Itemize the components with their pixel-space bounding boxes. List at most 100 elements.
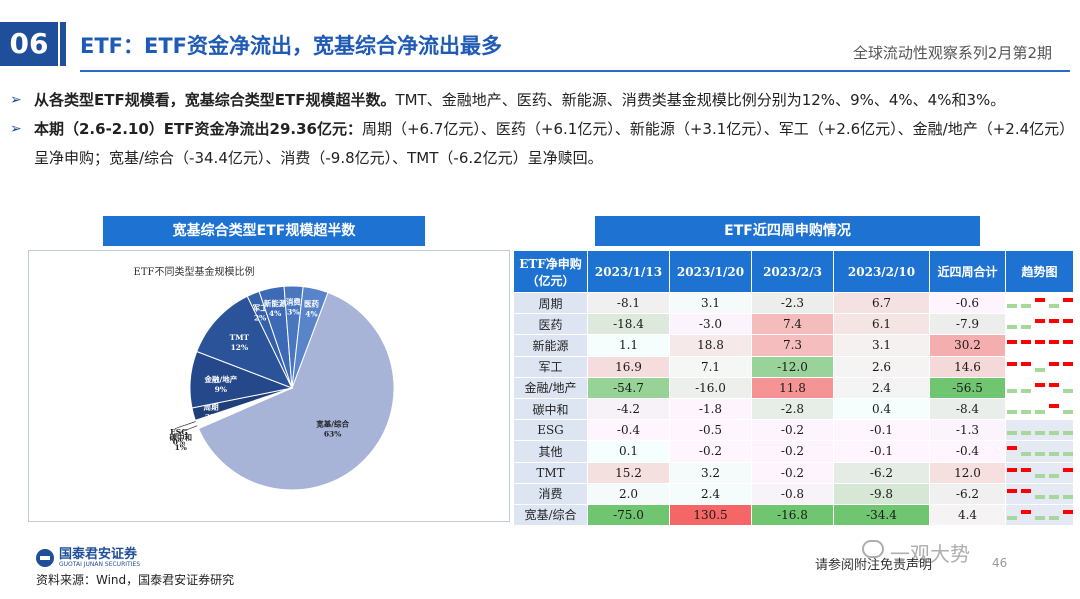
pie-slice: [291, 286, 329, 389]
row-label: 周期: [513, 291, 588, 315]
trend-bar: [1020, 388, 1031, 393]
logo-english: GUOTAI JUNAN SECURITIES: [59, 561, 141, 568]
trend-cell: [1005, 313, 1074, 336]
table-cell: 2.6: [833, 355, 930, 378]
col-header-date: 2023/1/20: [669, 250, 752, 293]
table-cell: 2.0: [587, 482, 670, 505]
bullet-1: ➢ 从各类型ETF规模看，宽基综合类型ETF规模超半数。TMT、金融地产、医药、…: [10, 86, 1070, 115]
table-cell: -0.2: [751, 440, 834, 463]
table-row: 消费 2.0 2.4 -0.8 -9.8 -6.2: [513, 482, 1074, 505]
table-row: TMT 15.2 3.2 -0.2 -6.2 12.0: [513, 461, 1074, 484]
trend-bar: [1034, 452, 1045, 457]
table-cell: -8.4: [929, 397, 1006, 421]
slide-header: 06 ETF：ETF资金净流出，宽基综合净流出最多 全球流动性观察系列2月第2期: [0, 0, 1080, 74]
trend-bar: [1006, 467, 1017, 472]
trend-cell: [1005, 482, 1074, 505]
pie-slice-label: TMT: [230, 333, 250, 342]
pie-slice-label: 医药: [304, 299, 319, 309]
trend-bar: [1020, 340, 1031, 345]
trend-bar: [1006, 431, 1017, 436]
table-cell: -2.3: [751, 291, 834, 315]
table-cell: -0.1: [833, 440, 930, 463]
trend-bar: [1034, 431, 1045, 436]
table-cell: -3.0: [669, 313, 752, 336]
header-divider: [80, 70, 1070, 72]
trend-bar: [1062, 319, 1073, 324]
table-cell: 7.4: [751, 313, 834, 336]
trend-cell: [1005, 355, 1074, 378]
trend-bar: [1006, 410, 1017, 415]
table-cell: 6.7: [833, 291, 930, 315]
trend-cell: [1005, 503, 1074, 527]
table-row: 宽基/综合 -75.0 130.5 -16.8 -34.4 4.4: [513, 503, 1074, 527]
row-label: 消费: [513, 482, 588, 505]
table-cell: 4.4: [929, 503, 1006, 527]
pie-slice-percent: 0%: [173, 438, 185, 447]
table-cell: 1.1: [587, 334, 670, 357]
table-cell: 0.1: [587, 440, 670, 463]
row-label: 宽基/综合: [513, 503, 588, 527]
table-cell: -54.7: [587, 376, 670, 399]
logo-name: 国泰君安证券: [59, 547, 138, 562]
pie-slice-label: 新能源: [264, 298, 287, 308]
table-cell: -75.0: [587, 503, 670, 527]
right-section-title: ETF近四周申购情况: [595, 216, 980, 246]
trend-bar: [1048, 515, 1059, 520]
trend-bar: [1006, 304, 1017, 309]
pie-slice-percent: 3%: [287, 307, 299, 316]
trend-bar: [1048, 319, 1059, 324]
table-cell: -6.2: [929, 482, 1006, 505]
trend-bar: [1062, 340, 1073, 345]
table-cell: 15.2: [587, 461, 670, 484]
table-cell: -16.8: [751, 503, 834, 527]
trend-bar: [1020, 488, 1031, 493]
row-label: 医药: [513, 313, 588, 336]
slide-title: ETF：ETF资金净流出，宽基综合净流出最多: [80, 34, 503, 58]
bullet-1-bold: 从各类型ETF规模看，宽基综合类型ETF规模超半数。: [34, 91, 396, 109]
trend-bar: [1034, 319, 1045, 324]
table-cell: -0.5: [669, 419, 752, 442]
trend-bar: [1048, 304, 1059, 309]
table-cell: 18.8: [669, 334, 752, 357]
table-cell: -12.0: [751, 355, 834, 378]
table-cell: -2.8: [751, 397, 834, 421]
trend-bar: [1034, 410, 1045, 415]
pie-chart-panel: ETF不同类型基金规模比例 宽基/综合 63% 碳中和 1% ESG 0% 周期 2% 金融/地…: [28, 250, 510, 522]
pie-slice-percent: 12%: [231, 343, 249, 352]
table-row: 周期 -8.1 3.1 -2.3 6.7 -0.6: [513, 291, 1074, 315]
company-logo: 国泰君安证券 GUOTAI JUNAN SECURITIES: [36, 548, 140, 568]
pie-slice-label: 周期: [204, 401, 219, 411]
trend-bar: [1048, 404, 1059, 409]
trend-bar: [1048, 473, 1059, 478]
trend-cell: [1005, 334, 1074, 357]
pie-leader-line: [176, 425, 198, 435]
section-number: 06: [0, 22, 58, 66]
trend-bar: [1062, 361, 1073, 366]
pie-slice-percent: 4%: [269, 309, 281, 318]
table-cell: 16.9: [587, 355, 670, 378]
trend-bar: [1020, 509, 1031, 514]
table-cell: 130.5: [669, 503, 752, 527]
trend-bar: [1034, 382, 1045, 387]
row-label: TMT: [513, 461, 588, 484]
bullet-1-text: TMT、金融地产、医药、新能源、消费类基金规模比例分别为12%、9%、4%、4%…: [395, 91, 1006, 109]
trend-bar: [1048, 340, 1059, 345]
table-row: ESG -0.4 -0.5 -0.2 -0.1 -1.3: [513, 419, 1074, 442]
table-cell: -34.4: [833, 503, 930, 527]
wechat-icon: [862, 540, 884, 558]
col-header-date: 2023/2/3: [751, 250, 834, 293]
table-row: 其他 0.1 -0.2 -0.2 -0.1 -0.4: [513, 440, 1074, 463]
trend-bar: [1062, 410, 1073, 415]
trend-cell: [1005, 397, 1074, 421]
table-cell: 2.4: [669, 482, 752, 505]
table-cell: -18.4: [587, 313, 670, 336]
table-cell: -0.4: [929, 440, 1006, 463]
data-source: 资料来源：Wind，国泰君安证券研究: [36, 573, 235, 587]
trend-bar: [1062, 494, 1073, 499]
table-row: 军工 16.9 7.1 -12.0 2.6 14.6: [513, 355, 1074, 378]
table-cell: 7.3: [751, 334, 834, 357]
trend-bar: [1048, 494, 1059, 499]
table-cell: 12.0: [929, 461, 1006, 484]
pie-slice-label: 军工: [253, 304, 268, 313]
bullet-2-bold: 本期（2.6-2.10）ETF资金净流出29.36亿元：: [34, 120, 362, 138]
